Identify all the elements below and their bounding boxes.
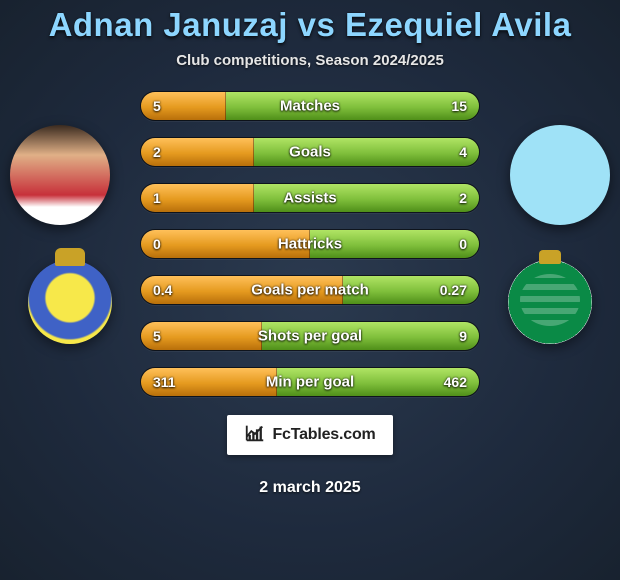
stat-row: 59Shots per goal <box>140 321 480 351</box>
stat-row: 0.40.27Goals per match <box>140 275 480 305</box>
club-badge-left <box>28 260 112 344</box>
club-badge-right <box>508 260 592 344</box>
chart-icon <box>244 422 266 449</box>
bar-fill-left <box>141 230 310 258</box>
bar-fill-right <box>254 138 479 166</box>
bar-fill-left <box>141 368 277 396</box>
bar-fill-right <box>226 92 480 120</box>
comparison-card: Adnan Januzaj vs Ezequiel Avila Club com… <box>0 0 620 580</box>
stat-row: 515Matches <box>140 91 480 121</box>
bar-fill-left <box>141 92 226 120</box>
bar-fill-right <box>277 368 479 396</box>
stat-row: 24Goals <box>140 137 480 167</box>
stat-row: 00Hattricks <box>140 229 480 259</box>
bar-fill-left <box>141 184 254 212</box>
bar-fill-left <box>141 138 254 166</box>
stat-row: 12Assists <box>140 183 480 213</box>
bar-fill-right <box>310 230 479 258</box>
bar-fill-right <box>343 276 479 304</box>
logo-text: FcTables.com <box>272 426 375 444</box>
page-title: Adnan Januzaj vs Ezequiel Avila <box>0 6 620 44</box>
fctables-logo[interactable]: FcTables.com <box>227 415 393 455</box>
bar-fill-right <box>254 184 479 212</box>
bar-fill-left <box>141 322 262 350</box>
stat-row: 311462Min per goal <box>140 367 480 397</box>
stats-bars: 515Matches 24Goals 12Assists 00Hattricks 0.4… <box>140 91 480 397</box>
player-avatar-left <box>10 125 110 225</box>
date-label: 2 march 2025 <box>0 479 620 497</box>
player-avatar-right <box>510 125 610 225</box>
subtitle: Club competitions, Season 2024/2025 <box>0 52 620 69</box>
bar-fill-left <box>141 276 343 304</box>
bar-fill-right <box>262 322 479 350</box>
